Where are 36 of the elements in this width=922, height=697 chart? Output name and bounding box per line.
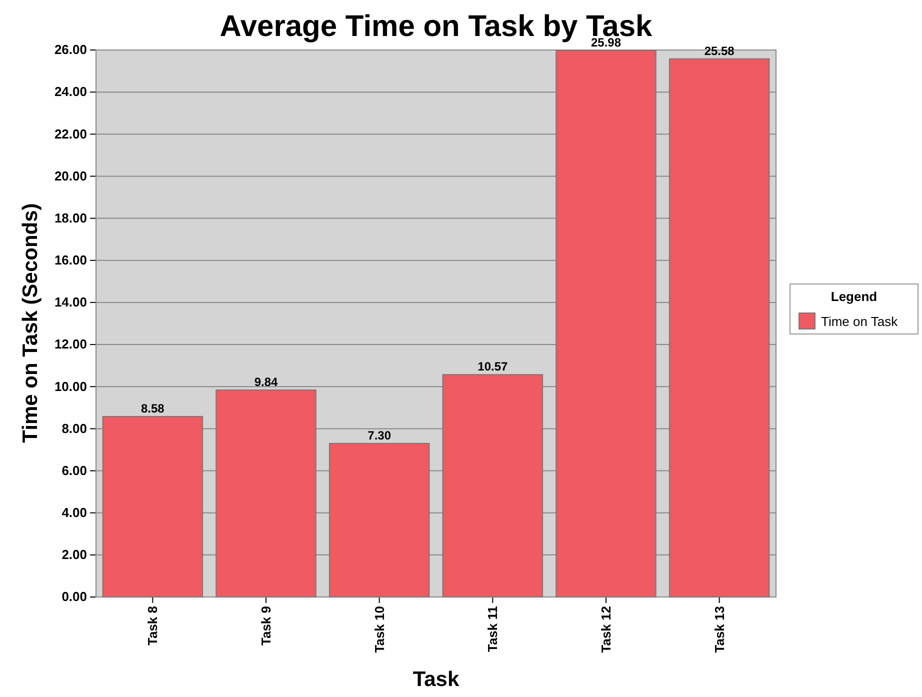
- x-tick-label: Task 13: [712, 606, 727, 653]
- x-tick-label: Task 9: [258, 606, 274, 646]
- data-label: 7.30: [368, 428, 392, 442]
- bar: [328, 442, 430, 598]
- bar: [442, 374, 544, 598]
- y-tick-label: 26.00: [54, 42, 87, 58]
- y-tick-label: 6.00: [62, 462, 87, 478]
- x-tick-label: Task 11: [485, 606, 500, 652]
- y-tick-label: 16.00: [54, 252, 87, 268]
- x-tick-label: Task 8: [145, 606, 160, 646]
- y-tick-label: 14.00: [54, 294, 87, 310]
- data-label: 9.84: [254, 374, 278, 389]
- y-tick-label: 0.00: [62, 589, 87, 604]
- y-tick-label: 2.00: [62, 547, 87, 562]
- legend-title: Legend: [830, 289, 878, 304]
- bar: [668, 58, 770, 598]
- x-tick-label: Task 12: [598, 606, 614, 653]
- y-tick-label: 20.00: [54, 168, 87, 184]
- data-label: 10.57: [478, 360, 508, 374]
- x-tick-label: Task 10: [372, 606, 387, 653]
- bar: [216, 389, 316, 598]
- y-tick-label: 22.00: [54, 126, 87, 142]
- y-tick-label: 12.00: [54, 336, 87, 352]
- bar: [556, 50, 656, 598]
- data-label: 25.98: [590, 35, 622, 50]
- x-axis-title: Task: [412, 668, 460, 691]
- data-label: 8.58: [140, 401, 165, 416]
- legend-label: Time on Task: [821, 314, 898, 329]
- y-axis-title: Time on Task (Seconds): [19, 203, 42, 443]
- y-tick-label: 4.00: [62, 505, 87, 520]
- y-tick-label: 10.00: [54, 378, 87, 394]
- y-tick-label: 8.00: [62, 420, 87, 436]
- bar: [102, 416, 204, 598]
- y-tick-label: 18.00: [54, 210, 87, 226]
- data-label: 25.58: [704, 44, 735, 58]
- y-tick-label: 24.00: [54, 84, 87, 100]
